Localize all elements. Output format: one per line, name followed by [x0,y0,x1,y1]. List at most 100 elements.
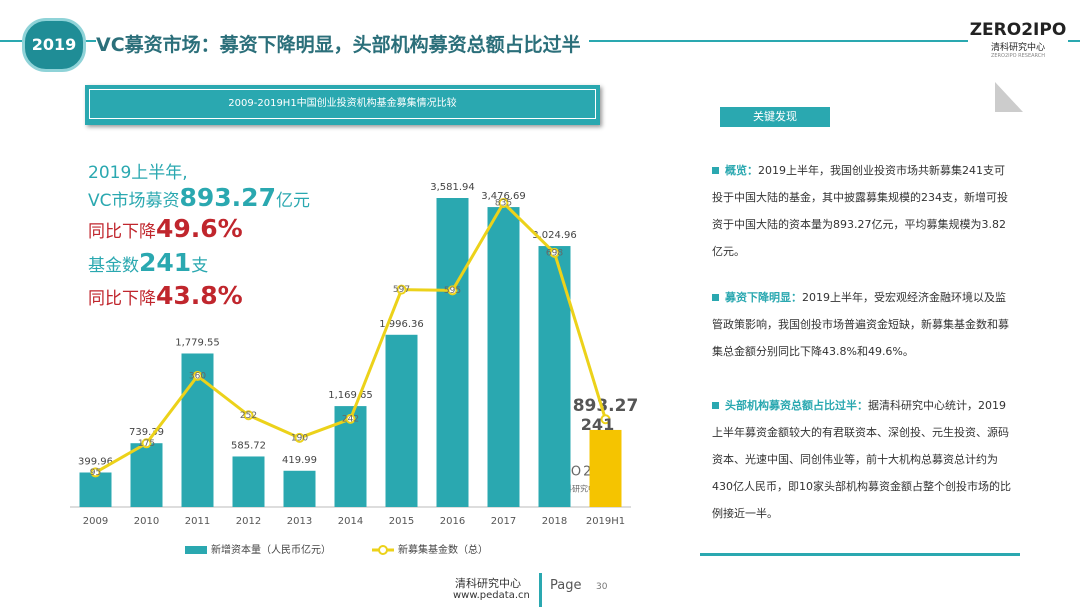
highlight-line: 同比下降49.6% [88,214,243,243]
corner-fold [995,82,1023,112]
highlight-text: 基金数 [88,256,139,276]
bar [487,207,520,507]
bar [130,443,163,507]
highlight-text: 同比下降 [88,289,156,309]
line-label: 242 [342,414,359,424]
finding-heading: 头部机构募资总额占比过半： [725,399,868,412]
highlight-number: 893.27 [179,183,276,212]
x-tick-label: 2016 [440,516,465,527]
bar [385,334,418,507]
bar [79,472,112,507]
bar-label: 419.99 [282,455,317,466]
line-marker [498,198,509,208]
bar-label: 3,476.69 [481,191,526,202]
highlight-text: 2019上半年, [88,163,188,183]
highlight-text: VC市场募资 [88,191,180,211]
line-label: 190 [291,433,308,443]
x-tick-label: 2018 [542,516,567,527]
line-marker [141,438,152,449]
line-marker [345,413,356,424]
logo-text: ZERO2IPO [969,20,1067,40]
highlight-number: 43.8% [156,281,243,310]
logo: ZERO2IPO 清科研究中心 ZERO2IPO RESEARCH [968,20,1068,59]
line-label: 95 [90,468,101,478]
line-label: 252 [240,411,257,421]
line-label: 835 [495,199,512,209]
line-label: 175 [138,439,155,449]
line-marker [600,414,611,425]
highlight-line: 同比下降43.8% [88,281,243,310]
finding-text: 2019上半年，受宏观经济金融环境以及监管政策影响，我国创投市场普遍资金短缺，新… [712,291,1009,358]
bar [436,198,469,507]
watermark-cn: 清科研究中心 [556,484,604,494]
highlight-number: 49.6% [156,214,243,243]
line-marker [549,247,560,258]
legend-label: 新募集基金数（总） [398,543,488,556]
logo-cn: 清科研究中心 [990,43,1045,53]
footer-bar [539,573,542,607]
x-tick-label: 2010 [134,516,159,527]
bar [283,470,316,507]
finding: 头部机构募资总额占比过半：据清科研究中心统计，2019上半年募资金额较大的有君联… [712,392,1012,527]
finding-text: 2019上半年，我国创业投资市场共新募集241支可投于中国大陆的基金，其中披露募… [712,164,1008,258]
line-marker [192,370,203,381]
line-label: 360 [189,371,206,381]
line-label-highlight: 241 [581,415,614,434]
bar-label: 585.72 [231,440,266,451]
bar-label: 1,169.65 [328,390,373,401]
x-tick-label: 2009 [83,516,108,527]
footer-page: 30 [596,582,608,592]
bar-label: 1,996.36 [379,319,424,330]
year-badge: 2019 [22,18,86,72]
bar-label: 3,581.94 [430,182,475,193]
chart: ZERO2IPO清科研究中心399.96739.391,779.55585.72… [70,182,639,556]
slide-title: VC募资市场：募资下降明显，头部机构募资总额占比过半 [96,30,589,57]
x-tick-label: 2012 [236,516,261,527]
bar-label-highlight: 893.27 [573,396,639,416]
bar [232,456,265,507]
x-tick-label: 2019H1 [586,516,625,527]
chart-caption-box: 2009-2019H1中国创业投资机构基金募集情况比较 [85,85,600,125]
highlight-text: 亿元 [275,191,310,211]
x-tick-label: 2013 [287,516,312,527]
finding: 募资下降明显：2019上半年，受宏观经济金融环境以及监管政策影响，我国创投市场普… [712,284,1012,365]
findings-title: 关键发现 [720,107,830,127]
line-marker [243,410,254,421]
x-tick-label: 2017 [491,516,516,527]
line-marker [447,285,458,296]
line-label: 698 [546,248,563,258]
footer-url: www.pedata.cn [453,590,530,601]
highlight-number: 241 [139,248,192,277]
bar-label: 3,024.96 [532,230,577,241]
bar-label: 739.39 [129,427,164,438]
highlight-line: 基金数241支 [88,248,208,277]
highlight-line: VC市场募资893.27亿元 [88,183,310,212]
x-tick-label: 2015 [389,516,414,527]
x-tick-label: 2014 [338,516,363,527]
line-label: 597 [393,285,410,295]
bar [589,429,622,507]
highlight-line: 2019上半年, [88,158,188,183]
finding-heading: 募资下降明显： [725,291,802,304]
line-marker [396,284,407,295]
line-marker [90,467,101,478]
finding-text: 据清科研究中心统计，2019上半年募资金额较大的有君联资本、深创投、元生投资、源… [712,399,1011,520]
line-marker [294,432,305,443]
bar-label: 399.96 [78,456,113,467]
legend-swatch [185,546,207,554]
footer-org: 清科研究中心 [455,577,521,590]
panel-rule [700,553,1020,556]
bar-label: 1,779.55 [175,337,220,348]
legend-marker [378,545,388,555]
highlight-text: 同比下降 [88,222,156,242]
finding-heading: 概览： [725,164,758,177]
line-label: 595 [444,286,461,296]
finding: 概览：2019上半年，我国创业投资市场共新募集241支可投于中国大陆的基金，其中… [712,157,1012,265]
x-tick-label: 2011 [185,516,210,527]
legend-label: 新增资本量（人民币亿元） [211,543,331,556]
highlight-text: 支 [191,256,209,276]
chart-title: 2009-2019H1中国创业投资机构基金募集情况比较 [89,89,596,119]
footer-page-label: Page [550,578,582,593]
logo-en: ZERO2IPO RESEARCH [990,53,1046,59]
